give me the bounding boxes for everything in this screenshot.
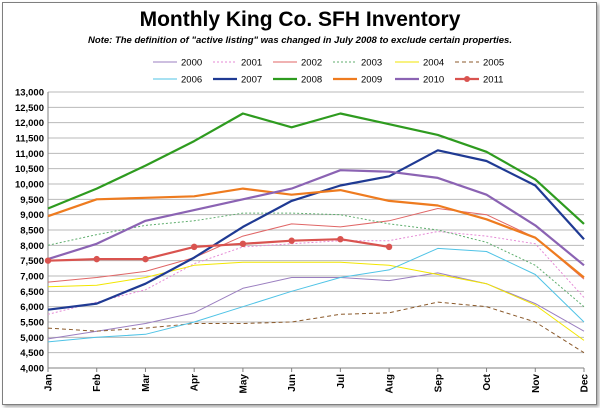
- legend-label-2011: 2011: [483, 75, 503, 86]
- legend-marker-2011: [464, 76, 470, 82]
- legend-label-2004: 2004: [423, 58, 444, 69]
- y-tick-label: 10,000: [15, 180, 44, 191]
- x-tick-label: May: [238, 374, 249, 394]
- x-tick-label: Sep: [433, 374, 444, 392]
- y-tick-label: 12,500: [15, 103, 44, 114]
- data-point-2011: [288, 237, 295, 244]
- legend-label-2010: 2010: [423, 75, 444, 86]
- series-line-2010: [47, 169, 585, 267]
- chart-title: Monthly King Co. SFH Inventory: [139, 8, 461, 31]
- x-tick-label: Dec: [580, 374, 591, 393]
- y-tick-label: 8,500: [20, 226, 44, 237]
- series-line-2006: [47, 247, 585, 343]
- y-tick-label: 4,500: [20, 348, 44, 359]
- x-tick-label: Jan: [44, 374, 55, 391]
- series-line-2001: [47, 231, 585, 315]
- series-line-2005: [47, 301, 585, 354]
- legend-label-2003: 2003: [361, 58, 382, 69]
- chart-subtitle: Note: The definition of "active listing"…: [88, 35, 512, 46]
- data-point-2011: [190, 243, 198, 251]
- y-tick-label: 9,000: [20, 210, 44, 221]
- series-line-2003: [47, 212, 585, 308]
- data-point-2011: [44, 257, 52, 264]
- y-tick-label: 7,000: [20, 272, 44, 283]
- legend-label-2006: 2006: [181, 75, 202, 86]
- data-point-2011: [93, 255, 100, 263]
- x-tick-label: Feb: [92, 374, 103, 392]
- legend-label-2009: 2009: [361, 75, 382, 86]
- y-tick-label: 7,500: [20, 256, 44, 267]
- legend-label-2002: 2002: [301, 58, 322, 69]
- x-tick-label: Mar: [141, 374, 152, 392]
- x-tick-label: Nov: [531, 374, 542, 393]
- legend-label-2001: 2001: [241, 58, 262, 69]
- x-tick-label: Apr: [190, 374, 201, 391]
- x-tick-label: Jul: [336, 374, 347, 389]
- legend-label-2008: 2008: [301, 75, 322, 86]
- y-tick-label: 5,000: [20, 333, 44, 344]
- x-tick-label: Aug: [385, 374, 396, 393]
- y-tick-label: 5,500: [20, 318, 44, 329]
- data-point-2011: [239, 240, 247, 247]
- y-tick-label: 9,500: [20, 195, 44, 206]
- series-line-2008: [47, 112, 585, 225]
- series-line-2002: [47, 208, 585, 283]
- data-point-2011: [385, 243, 393, 251]
- y-tick-label: 6,500: [20, 287, 44, 298]
- plot-area: 4,000 4,500 5,000 5,500 6,000 6,500 7,000 7,500…: [15, 88, 591, 394]
- y-tick-label: 4,000: [20, 364, 44, 375]
- y-tick-label: 10,500: [15, 164, 44, 175]
- y-tick-label: 11,500: [15, 134, 44, 145]
- x-tick-label: Oct: [482, 373, 493, 390]
- x-tick-label: Jun: [287, 374, 298, 392]
- legend: 2000 2001 2002 2003 2004 2005 2006 2007 2008 2009…: [153, 58, 504, 86]
- y-tick-label: 8,000: [20, 241, 44, 252]
- y-tick-label: 6,000: [20, 302, 44, 313]
- series-line-2011: [47, 238, 390, 262]
- legend-label-2007: 2007: [241, 75, 262, 86]
- series-line-2004: [47, 261, 585, 341]
- y-tick-label: 13,000: [15, 88, 44, 99]
- series-line-2009: [47, 187, 585, 279]
- legend-label-2000: 2000: [181, 58, 202, 69]
- y-tick-label: 11,000: [15, 149, 44, 160]
- legend-label-2005: 2005: [483, 58, 504, 69]
- y-tick-label: 12,000: [15, 118, 44, 129]
- data-point-2011: [337, 236, 344, 243]
- data-point-2011: [142, 255, 149, 263]
